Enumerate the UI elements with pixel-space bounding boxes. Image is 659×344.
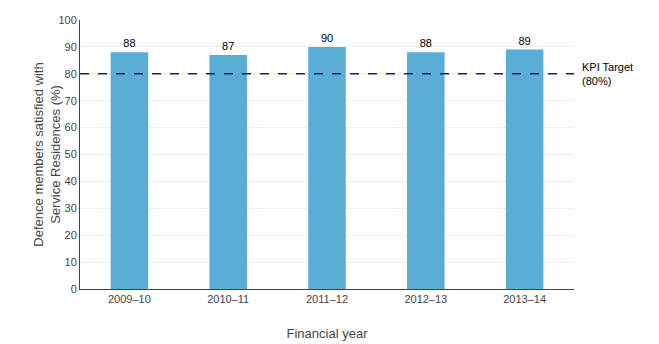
svg-text:10: 10 — [65, 256, 77, 268]
svg-text:Defence members satisfied with: Defence members satisfied withService Re… — [31, 62, 63, 246]
svg-text:2012–13: 2012–13 — [404, 293, 447, 305]
svg-text:87: 87 — [222, 40, 234, 52]
svg-text:KPI Target(80%): KPI Target(80%) — [582, 61, 633, 87]
svg-text:0: 0 — [71, 283, 77, 295]
svg-text:88: 88 — [123, 37, 135, 49]
svg-text:60: 60 — [65, 121, 77, 133]
svg-text:70: 70 — [65, 95, 77, 107]
svg-text:100: 100 — [58, 14, 76, 26]
svg-text:90: 90 — [321, 32, 333, 44]
svg-text:50: 50 — [65, 148, 77, 160]
svg-text:Financial year: Financial year — [287, 326, 369, 341]
svg-text:2010–11: 2010–11 — [207, 293, 249, 305]
svg-text:90: 90 — [65, 41, 77, 53]
svg-text:2013–14: 2013–14 — [503, 293, 546, 305]
svg-text:40: 40 — [65, 175, 77, 187]
svg-text:89: 89 — [518, 35, 530, 47]
svg-text:88: 88 — [420, 37, 432, 49]
svg-text:80: 80 — [65, 68, 77, 80]
svg-text:2011–12: 2011–12 — [306, 293, 348, 305]
svg-text:20: 20 — [65, 229, 77, 241]
svg-text:2009–10: 2009–10 — [108, 293, 151, 305]
svg-text:30: 30 — [65, 202, 77, 214]
